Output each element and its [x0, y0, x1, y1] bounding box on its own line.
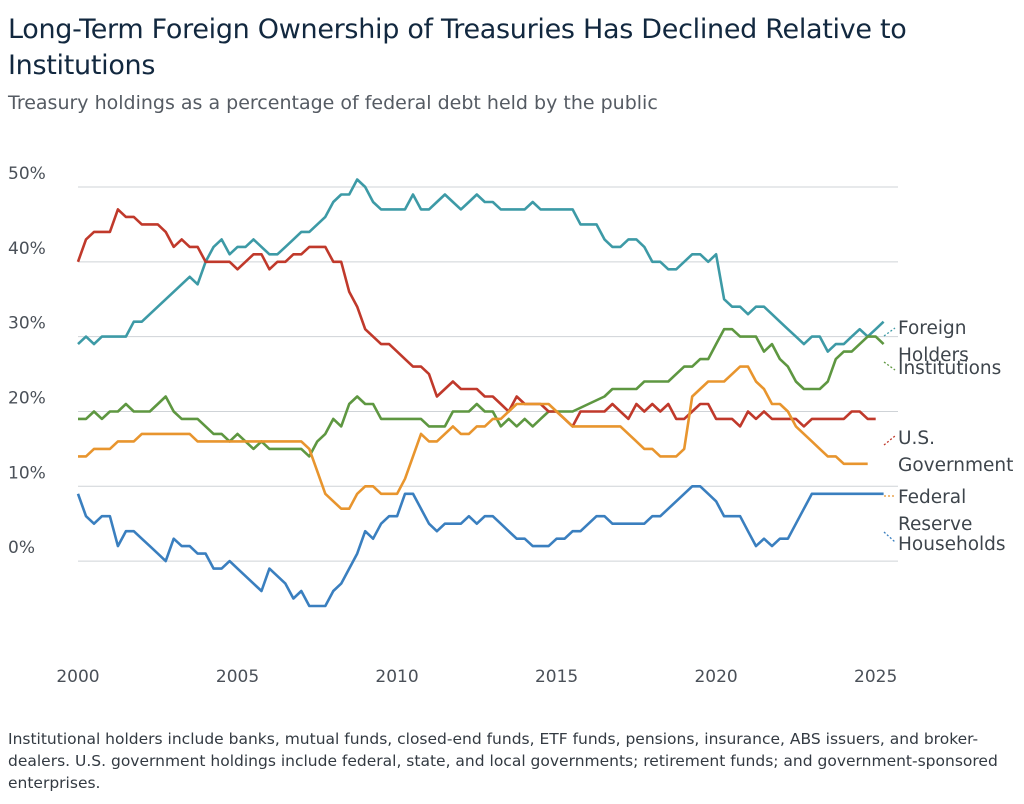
x-tick-label: 2000	[56, 667, 99, 687]
series-line-institutions	[78, 327, 885, 458]
series-label: Institutions	[898, 358, 1001, 379]
series-label: Federal	[898, 487, 966, 508]
series-line-foreign-holders	[77, 178, 885, 353]
series-line-u-s-government	[76, 208, 876, 428]
chart-title: Long-Term Foreign Ownership of Treasurie…	[8, 14, 907, 81]
footnote: Institutional holders include banks, mut…	[8, 730, 998, 792]
series-line-federal-reserve	[78, 365, 868, 510]
x-tick-label: 2005	[216, 667, 259, 687]
gridlines	[78, 186, 898, 562]
series-label: Foreign	[898, 318, 967, 339]
y-tick-label: 10%	[8, 463, 46, 483]
y-tick-label: 0%	[8, 538, 35, 558]
x-tick-label: 2015	[535, 667, 578, 687]
leader-line	[883, 531, 896, 543]
y-axis-ticks: 0% 10% 20% 30% 40% 50%	[8, 164, 46, 558]
series-label: U.S.	[898, 428, 935, 449]
leader-line	[883, 361, 896, 371]
y-tick-label: 40%	[8, 239, 46, 259]
series-label: Holders	[898, 345, 969, 366]
y-tick-label: 30%	[8, 314, 46, 334]
x-tick-label: 2020	[694, 667, 737, 687]
leader-line	[883, 435, 896, 446]
series-lines	[76, 178, 885, 608]
series-label: Government	[898, 455, 1013, 476]
x-tick-label: 2025	[854, 667, 897, 687]
chart-subtitle: Treasury holdings as a percentage of fed…	[8, 92, 658, 114]
series-label: Households	[898, 534, 1006, 555]
series-label: Reserve	[898, 514, 972, 535]
line-chart: 0%10%20%30%40%50% 2000 2005 2010 2015 2020 20…	[8, 164, 1013, 687]
x-axis-ticks: 2000 2005 2010 2015 2020 2025	[56, 667, 897, 687]
x-tick-label: 2010	[375, 667, 418, 687]
leader-line	[883, 327, 896, 337]
y-tick-label: 50%	[8, 164, 46, 184]
series-line-households	[76, 485, 884, 608]
y-tick-label: 20%	[8, 388, 46, 408]
